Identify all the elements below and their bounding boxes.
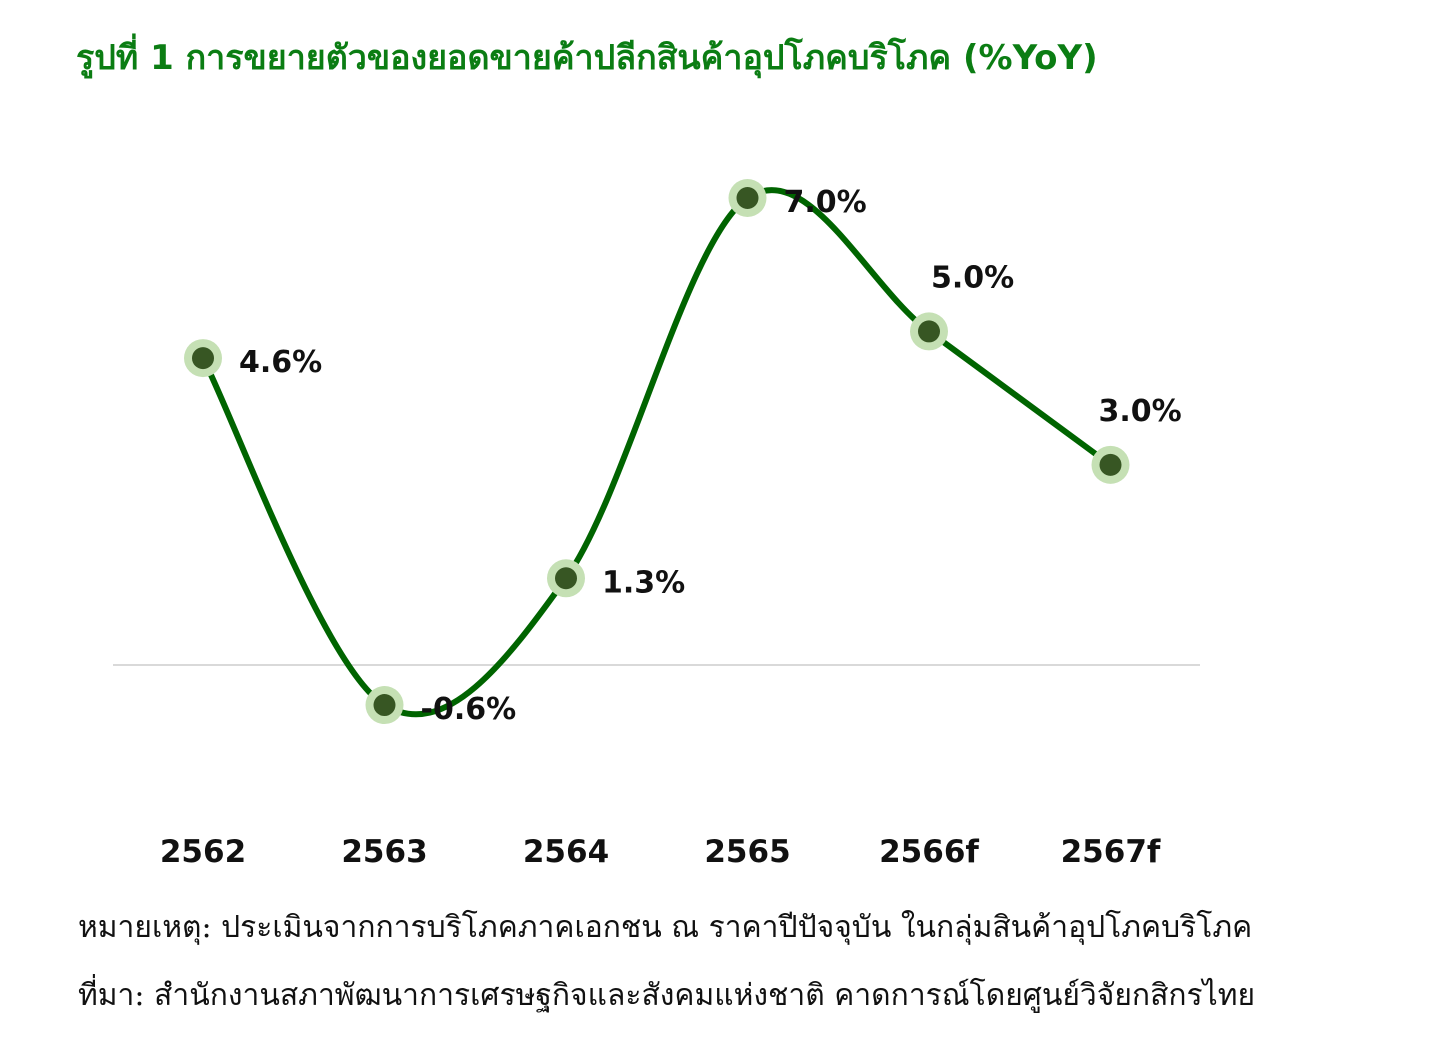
remark-note: หมายเหตุ: ประเมินจากการบริโภคภาคเอกชน ณ … — [78, 910, 1253, 945]
data-label-2567f: 3.0% — [1099, 394, 1182, 429]
data-label-2564: 1.3% — [602, 565, 685, 600]
data-point-2567f — [1091, 445, 1130, 484]
data-point-2564 — [547, 559, 585, 598]
x-tick-2565: 2565 — [704, 834, 790, 870]
data-label-2566f: 5.0% — [931, 260, 1014, 295]
x-tick-2564: 2564 — [523, 834, 609, 870]
data-label-2562: 4.6% — [239, 345, 322, 380]
data-point-2566f — [910, 312, 948, 351]
source-note: ที่มา: สำนักงานสภาพัฒนาการเศรษฐกิจและสัง… — [78, 978, 1256, 1013]
x-tick-2562: 2562 — [160, 834, 246, 870]
data-label-2565: 7.0% — [784, 185, 867, 220]
data-label-2563: -0.6% — [421, 692, 517, 727]
x-tick-2567f: 2567f — [1061, 834, 1161, 870]
data-point-2562 — [184, 339, 222, 378]
line-chart: 4.6% -0.6% 1.3% 7.0% 5.0% 3.0% 2562 2563 2564 25… — [113, 179, 1200, 870]
x-tick-2563: 2563 — [341, 834, 427, 870]
data-point-2563 — [365, 686, 404, 725]
data-point-2565 — [728, 179, 767, 217]
chart-title: รูปที่ 1 การขยายตัวของยอดขายค้าปลีกสินค้… — [76, 38, 1098, 78]
x-tick-2566f: 2566f — [879, 834, 979, 870]
